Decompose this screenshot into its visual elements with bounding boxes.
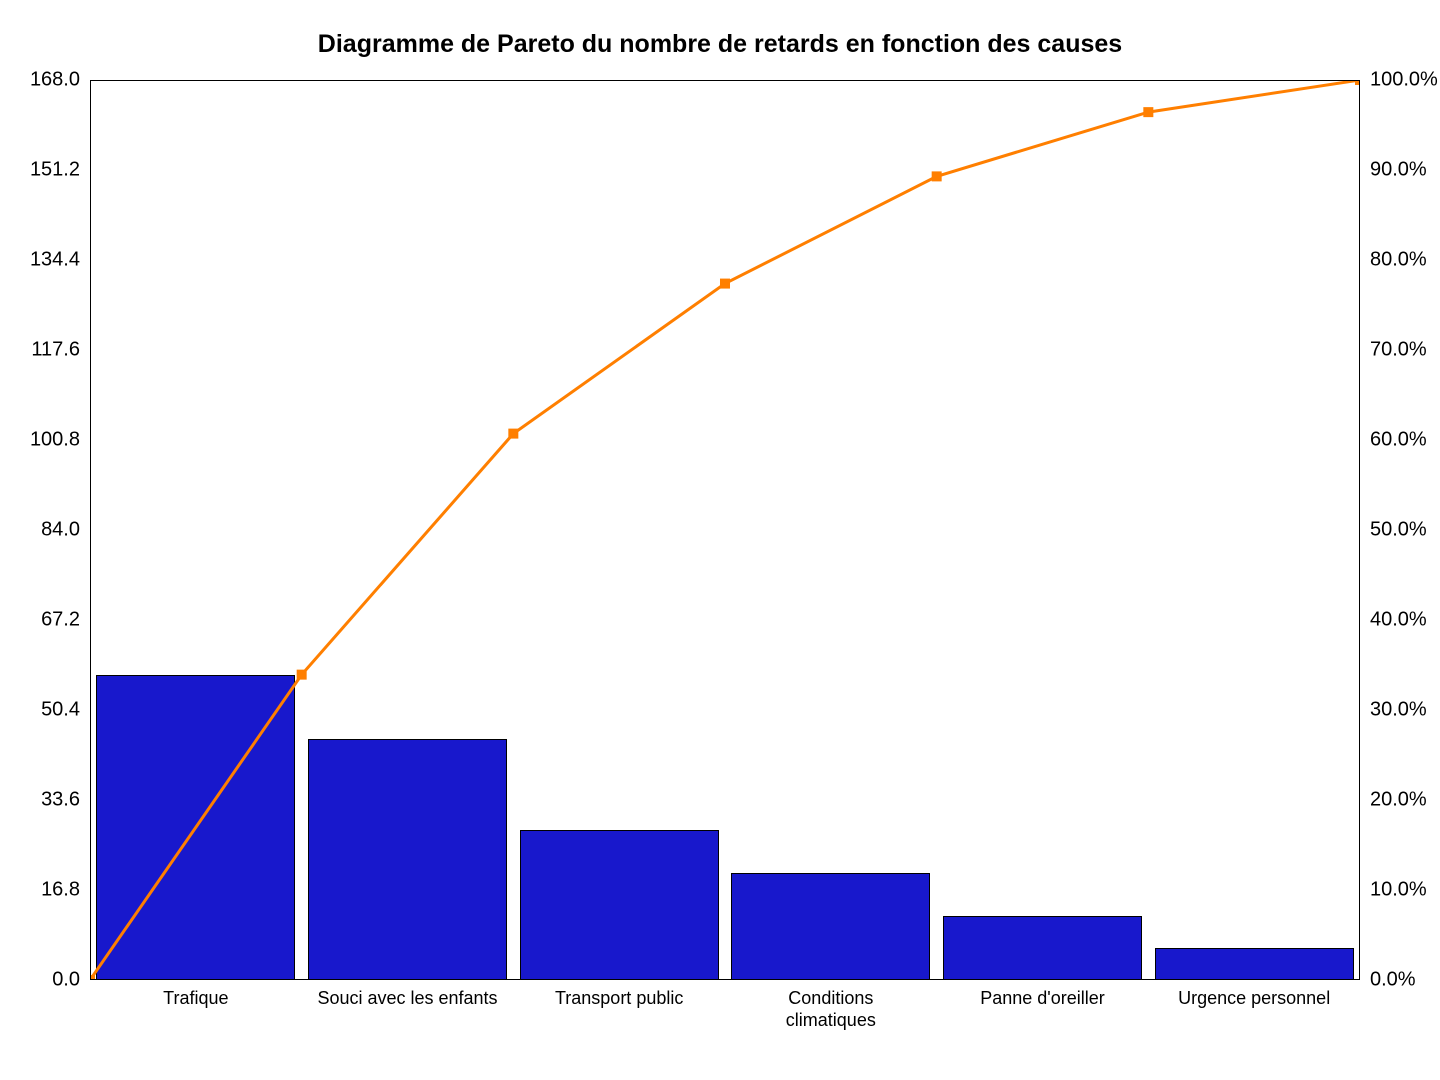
y-right-tick-label: 80.0% bbox=[1370, 249, 1427, 272]
y-left-tick-label: 134.4 bbox=[0, 249, 80, 272]
chart-title: Diagramme de Pareto du nombre de retards… bbox=[0, 30, 1440, 59]
x-tick-label: Trafique bbox=[90, 988, 302, 1010]
bar bbox=[943, 916, 1142, 980]
y-left-tick-label: 0.0 bbox=[0, 969, 80, 992]
bar bbox=[520, 830, 719, 980]
x-tick-label: Souci avec les enfants bbox=[302, 988, 514, 1010]
line-marker bbox=[1143, 107, 1153, 117]
y-left-tick-label: 33.6 bbox=[0, 789, 80, 812]
y-left-tick-label: 117.6 bbox=[0, 339, 80, 362]
x-tick-label: Transport public bbox=[513, 988, 725, 1010]
y-left-tick-label: 67.2 bbox=[0, 609, 80, 632]
plot-area bbox=[90, 80, 1360, 980]
line-marker bbox=[508, 429, 518, 439]
pareto-chart: Diagramme de Pareto du nombre de retards… bbox=[0, 0, 1440, 1080]
y-right-tick-label: 90.0% bbox=[1370, 159, 1427, 182]
line-marker bbox=[297, 670, 307, 680]
y-left-tick-label: 168.0 bbox=[0, 69, 80, 92]
y-right-tick-label: 100.0% bbox=[1370, 69, 1438, 92]
x-tick-label: Conditionsclimatiques bbox=[725, 988, 937, 1031]
y-left-tick-label: 50.4 bbox=[0, 699, 80, 722]
bar bbox=[308, 739, 507, 980]
bar bbox=[1155, 948, 1354, 980]
bar bbox=[96, 675, 295, 980]
line-marker bbox=[720, 279, 730, 289]
y-right-tick-label: 40.0% bbox=[1370, 609, 1427, 632]
y-right-tick-label: 50.0% bbox=[1370, 519, 1427, 542]
y-right-tick-label: 10.0% bbox=[1370, 879, 1427, 902]
y-left-tick-label: 16.8 bbox=[0, 879, 80, 902]
y-right-tick-label: 70.0% bbox=[1370, 339, 1427, 362]
line-marker bbox=[90, 975, 95, 980]
y-right-tick-label: 20.0% bbox=[1370, 789, 1427, 812]
x-tick-label: Urgence personnel bbox=[1148, 988, 1360, 1010]
y-left-tick-label: 100.8 bbox=[0, 429, 80, 452]
y-right-tick-label: 60.0% bbox=[1370, 429, 1427, 452]
line-marker bbox=[932, 171, 942, 181]
y-left-tick-label: 151.2 bbox=[0, 159, 80, 182]
y-right-tick-label: 30.0% bbox=[1370, 699, 1427, 722]
line-marker bbox=[1355, 80, 1360, 85]
y-left-tick-label: 84.0 bbox=[0, 519, 80, 542]
bar bbox=[731, 873, 930, 980]
y-right-tick-label: 0.0% bbox=[1370, 969, 1416, 992]
x-tick-label: Panne d'oreiller bbox=[937, 988, 1149, 1010]
